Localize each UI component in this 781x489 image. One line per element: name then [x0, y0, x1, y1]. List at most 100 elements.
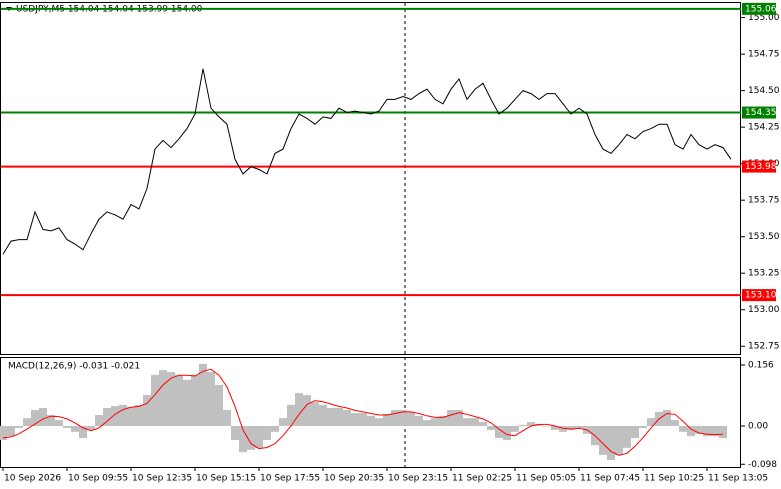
y-tick-label: 154.50 — [748, 86, 780, 96]
histogram-bar — [615, 425, 623, 455]
histogram-bar — [335, 408, 343, 426]
histogram-bar — [111, 406, 119, 426]
histogram-bar — [303, 395, 311, 426]
histogram-bar — [647, 418, 655, 426]
histogram-bar — [607, 425, 615, 460]
level-label-bg — [742, 106, 776, 119]
histogram-bar — [679, 425, 687, 432]
histogram-bar — [391, 409, 399, 426]
level-label: 154.35 — [745, 108, 777, 118]
histogram-bar — [599, 425, 607, 455]
y-tick-label: 153.00 — [748, 305, 780, 315]
histogram-bar — [279, 418, 287, 426]
histogram-bar — [167, 372, 175, 426]
histogram-bar — [383, 413, 391, 426]
x-tick-label: 10 Sep 23:15 — [388, 474, 448, 484]
level-label-bg — [742, 289, 776, 302]
level-label-bg — [742, 160, 776, 173]
histogram-bar — [327, 408, 335, 426]
histogram-bar — [575, 425, 583, 428]
x-tick-label: 10 Sep 12:35 — [132, 474, 192, 484]
histogram-bar — [447, 409, 455, 426]
histogram-bar — [519, 424, 527, 426]
histogram-bar — [567, 425, 575, 430]
histogram-bar — [487, 425, 495, 430]
histogram-bar — [239, 425, 247, 453]
x-tick-label: 11 Sep 02:25 — [452, 474, 512, 484]
histogram-bar — [479, 422, 487, 426]
histogram-bar — [559, 425, 567, 432]
level-label: 153.98 — [745, 162, 777, 172]
histogram-bar — [623, 425, 631, 448]
histogram-bar — [79, 425, 87, 439]
level-label-bg — [742, 2, 776, 15]
histogram-bar — [255, 425, 263, 448]
x-tick-label: 10 Sep 17:55 — [260, 474, 320, 484]
histogram-bar — [87, 425, 95, 430]
y-tick-label: 153.50 — [748, 232, 780, 242]
histogram-bar — [71, 425, 79, 432]
histogram-bar — [247, 425, 255, 450]
histogram-bar — [439, 415, 447, 426]
histogram-bar — [535, 424, 543, 426]
price-panel — [0, 2, 741, 355]
histogram-bar — [271, 425, 279, 432]
price-line — [2, 68, 732, 255]
histogram-bar — [231, 425, 239, 441]
histogram-bar — [711, 425, 719, 437]
histogram-bar — [287, 404, 295, 426]
x-tick-label: 11 Sep 10:25 — [644, 474, 704, 484]
histogram-bar — [351, 413, 359, 426]
histogram-bar — [119, 404, 127, 426]
histogram-bar — [367, 415, 375, 426]
histogram-bar — [399, 409, 407, 426]
y-tick-label: 152.75 — [748, 342, 780, 352]
histogram-bar — [495, 425, 503, 439]
histogram-bar — [63, 425, 71, 428]
histogram-bar — [143, 395, 151, 426]
level-label: 155.06 — [745, 4, 777, 14]
histogram-bar — [15, 425, 23, 428]
histogram-bar — [719, 425, 727, 439]
x-tick-label: 11 Sep 05:05 — [516, 474, 576, 484]
y-tick-label: 155.00 — [748, 13, 780, 23]
histogram-bar — [663, 409, 671, 426]
macd-title: MACD(12,26,9) -0.031 -0.021 — [8, 362, 140, 372]
signal-line — [2, 368, 724, 456]
histogram-bar — [703, 425, 711, 437]
x-tick-label: 10 Sep 2026 — [4, 474, 61, 484]
x-tick-label: 10 Sep 15:15 — [196, 474, 256, 484]
histogram-bar — [359, 413, 367, 426]
histogram-bar — [223, 409, 231, 426]
histogram-bar — [207, 372, 215, 426]
y-tick-label: 154.75 — [748, 50, 780, 60]
y-tick-label: 154.25 — [748, 123, 780, 133]
histogram-bar — [319, 404, 327, 426]
x-tick-label: 11 Sep 07:45 — [580, 474, 640, 484]
histogram-bar — [55, 420, 63, 426]
histogram-bar — [263, 425, 271, 441]
histogram-bar — [543, 425, 551, 427]
x-tick-label: 11 Sep 13:05 — [708, 474, 768, 484]
histogram-bar — [7, 425, 15, 437]
y-tick-label: 153.75 — [748, 196, 780, 206]
histogram-bar — [0, 425, 7, 441]
histogram-bar — [671, 420, 679, 426]
histogram-bar — [191, 374, 199, 426]
histogram-bar — [311, 402, 319, 426]
histogram-bar — [183, 379, 191, 426]
histogram-bar — [503, 425, 511, 441]
histogram-bar — [175, 374, 183, 426]
histogram-bar — [423, 420, 431, 426]
histogram-bar — [23, 418, 31, 426]
histogram-bar — [215, 384, 223, 426]
histogram-bar — [31, 409, 39, 426]
y-tick-label: 0.156 — [748, 361, 774, 371]
histogram-bar — [431, 418, 439, 426]
level-label: 153.10 — [745, 291, 777, 301]
histogram-bar — [695, 425, 703, 434]
histogram-bar — [127, 406, 135, 426]
histogram-bar — [39, 408, 47, 426]
histogram-bar — [639, 425, 647, 428]
